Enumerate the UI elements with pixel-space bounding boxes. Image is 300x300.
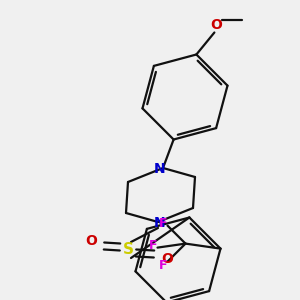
Text: N: N [154, 216, 166, 230]
Text: O: O [211, 19, 222, 32]
Text: O: O [161, 252, 173, 266]
Text: N: N [154, 162, 166, 176]
Text: F: F [159, 259, 168, 272]
Text: S: S [122, 242, 134, 257]
Text: F: F [159, 217, 168, 230]
Text: F: F [149, 239, 158, 252]
Text: O: O [85, 234, 97, 248]
